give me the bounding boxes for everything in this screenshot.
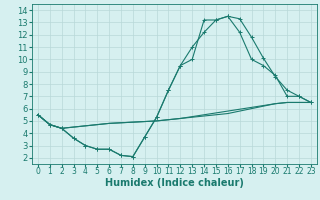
X-axis label: Humidex (Indice chaleur): Humidex (Indice chaleur) xyxy=(105,178,244,188)
